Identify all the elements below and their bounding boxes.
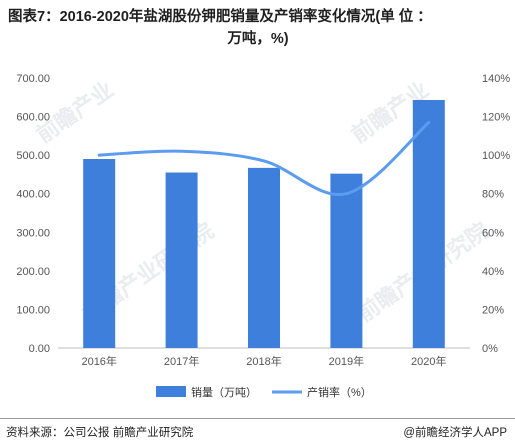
- y-right-tick-label: 80%: [482, 189, 504, 201]
- y-right-tick-label: 120%: [482, 112, 510, 124]
- y-left-tick-label: 300.00: [16, 227, 50, 239]
- bar: [412, 99, 445, 348]
- legend-label-bar: 销量（万吨）: [191, 385, 257, 399]
- x-tick-label: 2016年: [81, 354, 116, 368]
- chart-canvas: 0.00 100.00 200.00 300.00 400.00 500.00 600.00…: [16, 73, 510, 399]
- y-right-tick-label: 60%: [482, 227, 504, 239]
- bar: [83, 159, 116, 348]
- y-left-tick-label: 600.00: [16, 112, 50, 124]
- x-tick-label: 2017年: [164, 354, 199, 368]
- y-right-tick-label: 40%: [482, 266, 504, 278]
- y-right-tick-label: 20%: [482, 304, 504, 316]
- bar: [165, 172, 198, 348]
- chart-title: 图表7：2016-2020年盐湖股份钾肥销量及产销率变化情况(单 位 ： 万吨，…: [8, 6, 508, 50]
- y-left-tick-label: 700.00: [16, 73, 50, 85]
- chart-title-line2: 万吨，%): [227, 31, 289, 47]
- y-left-tick-label: 500.00: [16, 150, 50, 162]
- y-left-tick-label: 400.00: [16, 189, 50, 201]
- y-left-tick-label: 200.00: [16, 266, 50, 278]
- y-left-tick-label: 100.00: [16, 304, 50, 316]
- legend-swatch-bar: [156, 386, 186, 397]
- x-tick-label: 2020年: [411, 354, 446, 368]
- x-tick-label: 2018年: [246, 354, 281, 368]
- chart-title-line1: 图表7：2016-2020年盐湖股份钾肥销量及产销率变化情况(单 位 ：: [8, 9, 432, 25]
- footer-divider: [0, 418, 515, 419]
- source-note: 资料来源：公司公报 前瞻产业研究院: [6, 427, 194, 439]
- x-tick-label: 2019年: [329, 354, 364, 368]
- brand-credit: @前瞻经济学人APP: [403, 427, 507, 439]
- y-left-tick-label: 0.00: [29, 343, 50, 355]
- bar: [248, 167, 280, 348]
- legend-label-line: 产销率（%）: [307, 385, 372, 399]
- y-right-tick-label: 140%: [482, 73, 510, 85]
- bar: [330, 173, 363, 348]
- y-right-tick-label: 0%: [482, 343, 498, 355]
- y-right-tick-label: 100%: [482, 150, 510, 162]
- series-line: [97, 120, 431, 197]
